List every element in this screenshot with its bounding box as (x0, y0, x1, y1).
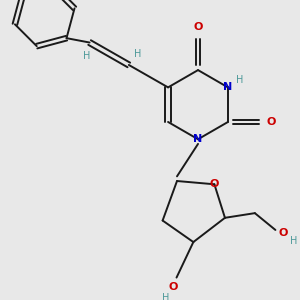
Text: O: O (210, 179, 219, 189)
Text: H: H (134, 49, 142, 59)
Text: H: H (290, 236, 298, 246)
Text: N: N (194, 134, 203, 144)
Text: O: O (193, 22, 203, 32)
Text: O: O (168, 282, 178, 292)
Text: H: H (236, 75, 244, 85)
Text: O: O (278, 228, 288, 238)
Text: O: O (266, 117, 276, 127)
Text: N: N (223, 82, 232, 92)
Text: H: H (83, 51, 91, 61)
Text: H: H (162, 293, 169, 300)
